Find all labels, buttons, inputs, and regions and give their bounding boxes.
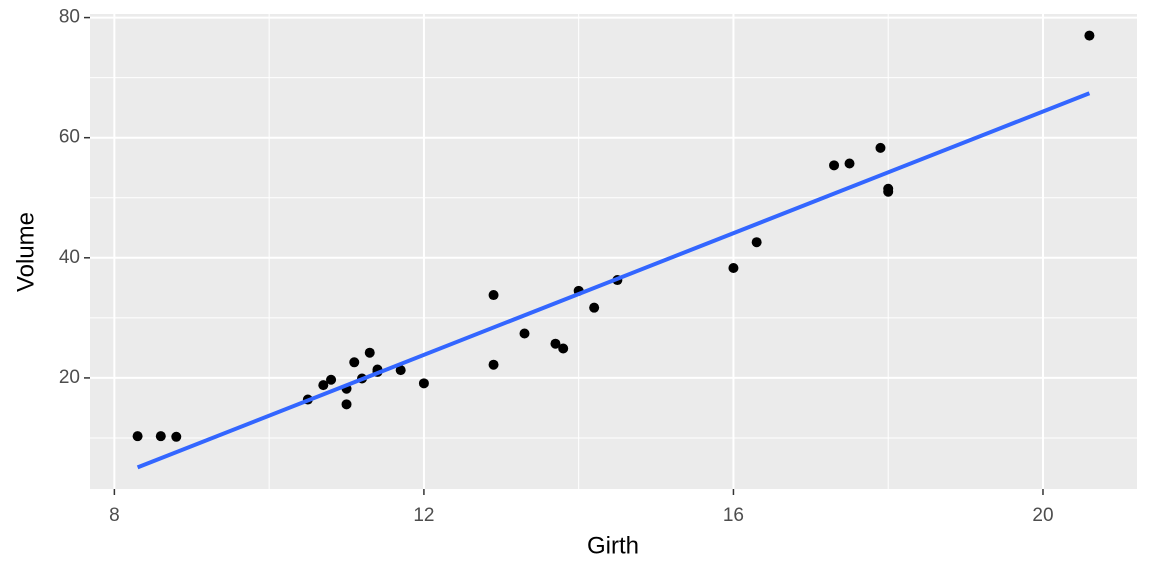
point (519, 328, 530, 339)
point (488, 290, 499, 301)
point (883, 186, 894, 197)
point (395, 365, 406, 376)
x-tick-label: 20 (1032, 505, 1053, 526)
point (171, 431, 182, 442)
point (488, 359, 499, 370)
y-tick-label: 20 (59, 367, 80, 388)
point (558, 343, 569, 354)
fit-line (136, 91, 1091, 470)
point (1084, 30, 1095, 41)
point (326, 374, 337, 385)
x-tick-label: 12 (413, 505, 434, 526)
x-axis-title: Girth (587, 532, 639, 559)
point (155, 431, 166, 442)
point (844, 158, 855, 169)
point (875, 142, 886, 153)
point (341, 399, 352, 410)
point (550, 338, 561, 349)
point (751, 237, 762, 248)
point (318, 380, 329, 391)
plot-panel (90, 14, 1137, 489)
point (728, 263, 739, 274)
x-tick-label: 16 (723, 505, 744, 526)
point (418, 378, 429, 389)
point (364, 347, 375, 358)
y-tick-label: 80 (59, 7, 80, 28)
point (589, 302, 600, 313)
point (132, 431, 143, 442)
y-axis-title: Volume (12, 212, 39, 292)
y-tick-label: 40 (59, 247, 80, 268)
x-tick-label: 8 (109, 505, 120, 526)
y-tick-label: 60 (59, 127, 80, 148)
point (349, 357, 360, 368)
point (829, 160, 840, 171)
